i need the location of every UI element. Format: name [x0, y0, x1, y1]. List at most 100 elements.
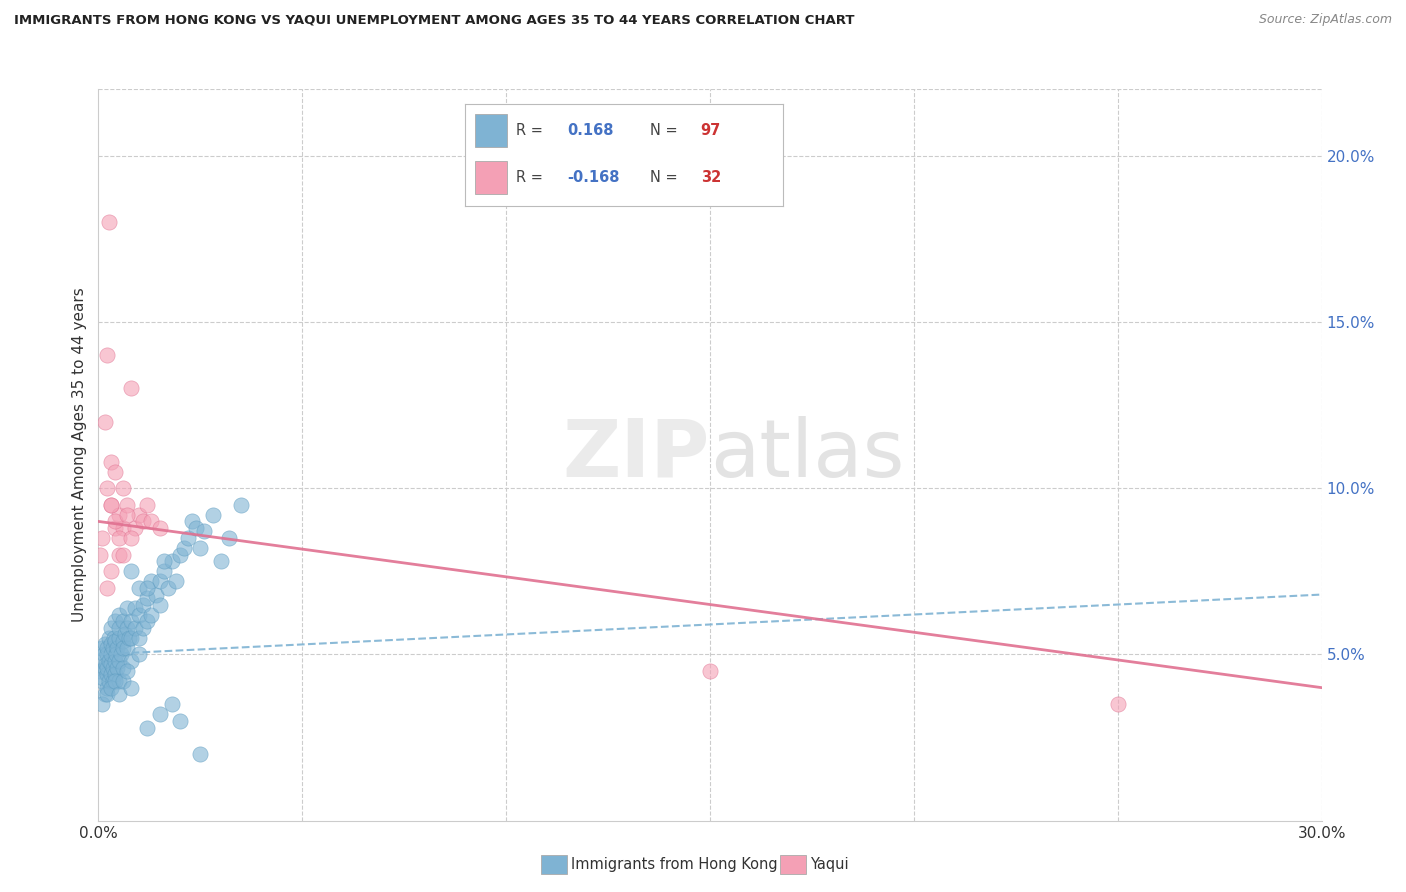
Point: [105, 661, 128, 675]
Text: ZIP: ZIP: [562, 416, 710, 494]
Point: [115, 498, 138, 512]
Point: [104, 521, 127, 535]
Point: [149, 707, 172, 722]
Point: [132, 598, 155, 612]
Point: [101, 640, 124, 655]
Point: [104, 515, 127, 529]
Point: [101, 673, 124, 688]
Point: [96, 687, 118, 701]
Text: Yaqui: Yaqui: [810, 857, 848, 871]
Point: [91, 698, 114, 712]
Point: [128, 648, 150, 662]
Point: [186, 521, 208, 535]
Point: [124, 521, 146, 535]
Point: [1107, 698, 1129, 712]
Point: [93, 661, 115, 675]
Point: [96, 661, 118, 675]
Point: [104, 673, 127, 688]
Point: [97, 654, 120, 668]
Point: [103, 631, 125, 645]
Point: [111, 634, 134, 648]
Point: [93, 415, 115, 429]
Point: [100, 454, 122, 468]
Point: [132, 621, 155, 635]
Point: [118, 631, 141, 645]
Point: [120, 531, 142, 545]
Point: [181, 515, 204, 529]
Point: [91, 640, 114, 655]
Point: [156, 581, 179, 595]
Point: [128, 581, 150, 595]
Point: [120, 681, 142, 695]
Point: [160, 554, 183, 568]
Point: [193, 524, 215, 539]
Point: [115, 664, 138, 678]
Point: [136, 581, 159, 595]
Point: [141, 515, 163, 529]
Point: [108, 607, 131, 622]
Point: [169, 714, 191, 728]
Point: [128, 631, 150, 645]
Point: [141, 574, 163, 589]
Point: [209, 554, 232, 568]
Point: [188, 747, 212, 761]
Point: [100, 648, 122, 662]
Point: [132, 515, 155, 529]
Point: [101, 661, 124, 675]
Point: [96, 481, 118, 495]
Point: [128, 607, 150, 622]
Point: [111, 548, 134, 562]
Text: atlas: atlas: [710, 416, 904, 494]
Point: [105, 640, 128, 655]
Point: [96, 681, 118, 695]
Point: [96, 648, 118, 662]
Point: [120, 614, 142, 628]
Point: [100, 637, 122, 651]
Point: [152, 564, 174, 578]
Point: [108, 531, 131, 545]
Point: [104, 465, 127, 479]
Point: [100, 681, 122, 695]
Point: [100, 657, 122, 672]
Point: [97, 215, 120, 229]
Point: [111, 481, 134, 495]
Point: [115, 508, 138, 522]
Point: [111, 661, 134, 675]
Point: [141, 607, 163, 622]
Point: [699, 664, 721, 678]
Point: [104, 634, 127, 648]
Point: [120, 564, 142, 578]
Point: [201, 508, 224, 522]
Point: [89, 664, 111, 678]
Point: [110, 648, 132, 662]
Point: [149, 521, 172, 535]
Point: [96, 667, 118, 681]
Point: [124, 600, 146, 615]
Point: [104, 648, 127, 662]
Point: [91, 531, 114, 545]
Point: [136, 721, 159, 735]
Point: [111, 673, 134, 688]
Point: [136, 498, 159, 512]
Point: [115, 600, 138, 615]
Point: [97, 631, 120, 645]
Text: Immigrants from Hong Kong: Immigrants from Hong Kong: [571, 857, 778, 871]
Point: [145, 588, 167, 602]
Y-axis label: Unemployment Among Ages 35 to 44 years: Unemployment Among Ages 35 to 44 years: [72, 287, 87, 623]
Point: [111, 640, 134, 655]
Point: [93, 687, 115, 701]
Point: [108, 687, 131, 701]
Point: [115, 621, 138, 635]
Point: [124, 621, 146, 635]
Point: [231, 498, 253, 512]
Point: [100, 498, 122, 512]
Text: IMMIGRANTS FROM HONG KONG VS YAQUI UNEMPLOYMENT AMONG AGES 35 TO 44 YEARS CORREL: IMMIGRANTS FROM HONG KONG VS YAQUI UNEMP…: [14, 13, 855, 27]
Point: [136, 591, 159, 605]
Point: [108, 673, 131, 688]
Point: [91, 654, 114, 668]
Point: [108, 548, 131, 562]
Text: Source: ZipAtlas.com: Source: ZipAtlas.com: [1258, 13, 1392, 27]
Point: [177, 531, 200, 545]
Point: [108, 621, 131, 635]
Point: [188, 541, 212, 555]
